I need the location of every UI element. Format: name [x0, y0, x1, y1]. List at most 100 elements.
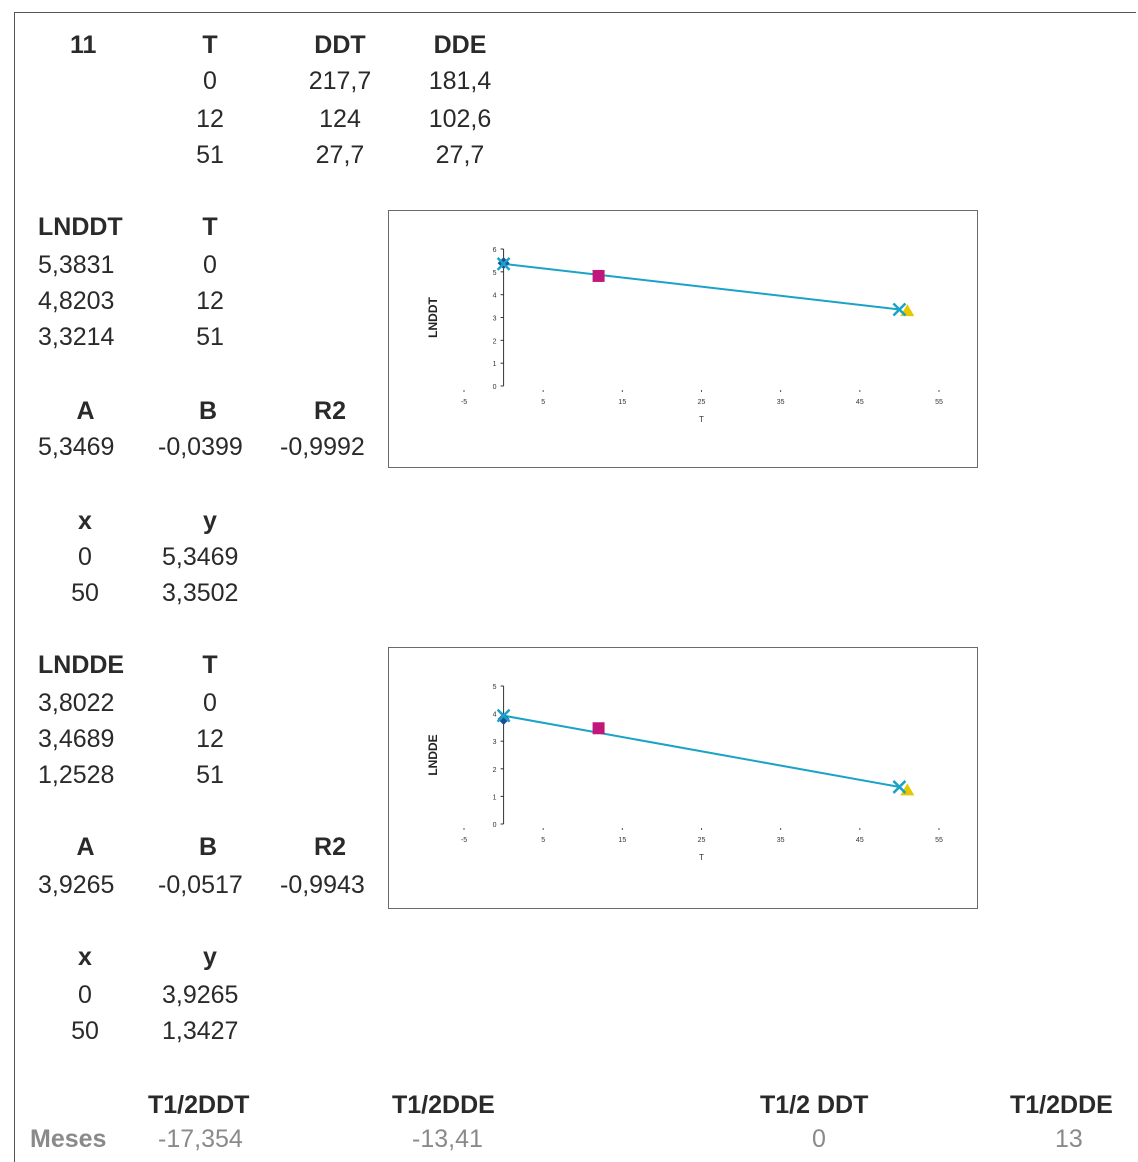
header-ddt: DDT: [314, 31, 366, 59]
cell: 12: [196, 287, 224, 315]
header-y: y: [203, 943, 217, 971]
y-tick-label: 3: [493, 316, 497, 323]
cell: 51: [196, 761, 224, 789]
footer-header-t12dde-2: T1/2DDE: [1010, 1091, 1113, 1119]
header-a: A: [76, 833, 95, 861]
sample-id: 11: [70, 31, 97, 59]
cell: 124: [319, 105, 361, 133]
fit-marker: [892, 780, 907, 794]
chart-lndde-frame: 0 1 2 3 4 5 -5 5 15 25 35 45 55 T LNDDE: [388, 647, 978, 909]
header-r2: R2: [314, 397, 346, 425]
value-b: -0,0399: [158, 433, 243, 461]
y-tick-label: 2: [493, 338, 497, 345]
cell: 12: [196, 105, 224, 133]
x-tick-label: 35: [777, 837, 785, 844]
data-point: [497, 713, 510, 726]
cell: 27,7: [435, 141, 485, 169]
x-tick-label: 15: [618, 399, 626, 406]
header-b: B: [198, 397, 218, 425]
cell: 0: [78, 543, 92, 571]
cell: 0: [203, 67, 217, 95]
x-tick-label: 15: [618, 837, 626, 844]
y-tick-label: 0: [493, 384, 497, 391]
cell: 3,9265: [162, 981, 239, 1009]
data-point: [592, 269, 605, 282]
x-axis-label: T: [699, 853, 704, 862]
cell: 181,4: [428, 67, 492, 95]
x-tick-label: 5: [541, 399, 545, 406]
x-tick-label: 5: [541, 837, 545, 844]
x-tick-label: 45: [856, 399, 864, 406]
y-tick-label: 6: [493, 247, 497, 254]
value-b: -0,0517: [158, 871, 243, 899]
cell: 1,2528: [38, 761, 115, 789]
fit-line: [503, 714, 900, 788]
footer-value-t12-ddt: 0: [812, 1125, 826, 1153]
y-tick-label: 4: [493, 293, 497, 300]
y-axis-label: LNDDE: [426, 734, 440, 775]
cell: 0: [78, 981, 92, 1009]
header-r2: R2: [314, 833, 346, 861]
fit-line: [503, 262, 900, 311]
header-a: A: [76, 397, 95, 425]
page-frame: [14, 12, 1136, 1162]
fit-marker: [496, 257, 511, 271]
cell: 0: [203, 689, 217, 717]
header-x: x: [78, 507, 92, 535]
footer-header-t12ddt: T1/2DDT: [148, 1091, 250, 1119]
cell: 50: [71, 579, 99, 607]
cell: 217,7: [308, 67, 372, 95]
x-tick-label: 35: [777, 399, 785, 406]
x-tick-label: 25: [698, 837, 706, 844]
header-y: y: [203, 507, 217, 535]
x-tick-label: 25: [698, 399, 706, 406]
y-tick-label: 3: [493, 739, 497, 746]
cell: 12: [196, 725, 224, 753]
header-t: T: [202, 31, 218, 59]
cell: 51: [196, 323, 224, 351]
y-tick-label: 2: [493, 767, 497, 774]
y-tick-label: 1: [493, 361, 497, 368]
footer-header-t12-ddt: T1/2 DDT: [760, 1091, 869, 1119]
y-tick-label: 0: [493, 822, 497, 829]
footer-value-t12dde: 13: [1055, 1125, 1083, 1153]
header-b: B: [198, 833, 218, 861]
x-tick-label: 55: [935, 837, 943, 844]
cell: 5,3469: [162, 543, 239, 571]
footer-header-t12dde: T1/2DDE: [392, 1091, 495, 1119]
y-tick-label: 1: [493, 794, 497, 801]
header-x: x: [78, 943, 92, 971]
cell: 3,4689: [38, 725, 115, 753]
cell: 3,3502: [162, 579, 239, 607]
cell: 5,3831: [38, 251, 115, 279]
fit-marker: [496, 708, 511, 723]
x-tick-label: -5: [461, 399, 467, 406]
header-lnddt: LNDDT: [38, 213, 123, 241]
cell: 50: [71, 1017, 99, 1045]
cell: 1,3427: [162, 1017, 239, 1045]
x-axis-label: T: [699, 415, 704, 424]
y-tick-label: 5: [493, 270, 497, 277]
x-tick-label: 45: [856, 837, 864, 844]
header-lndde: LNDDE: [38, 651, 125, 679]
cell: 0: [203, 251, 217, 279]
cell: 27,7: [315, 141, 365, 169]
chart-lnddt-frame: 0 1 2 3 4 5 6 -5 5 15 25 35 45 55 T LNDDT: [388, 210, 978, 468]
cell: 51: [196, 141, 224, 169]
value-a: 5,3469: [38, 433, 115, 461]
header-t: T: [202, 213, 218, 241]
cell: 102,6: [428, 105, 492, 133]
y-tick-label: 4: [493, 712, 497, 719]
footer-row-label: Meses: [30, 1125, 107, 1153]
header-t: T: [202, 651, 218, 679]
x-tick-label: 55: [935, 399, 943, 406]
y-tick-label: 5: [493, 684, 497, 691]
x-tick-label: -5: [461, 837, 467, 844]
cell: 3,8022: [38, 689, 115, 717]
footer-value-t12dde: -13,41: [412, 1125, 483, 1153]
fit-marker: [892, 302, 907, 317]
value-r2: -0,9943: [280, 871, 365, 899]
value-a: 3,9265: [38, 871, 115, 899]
cell: 3,3214: [38, 323, 115, 351]
